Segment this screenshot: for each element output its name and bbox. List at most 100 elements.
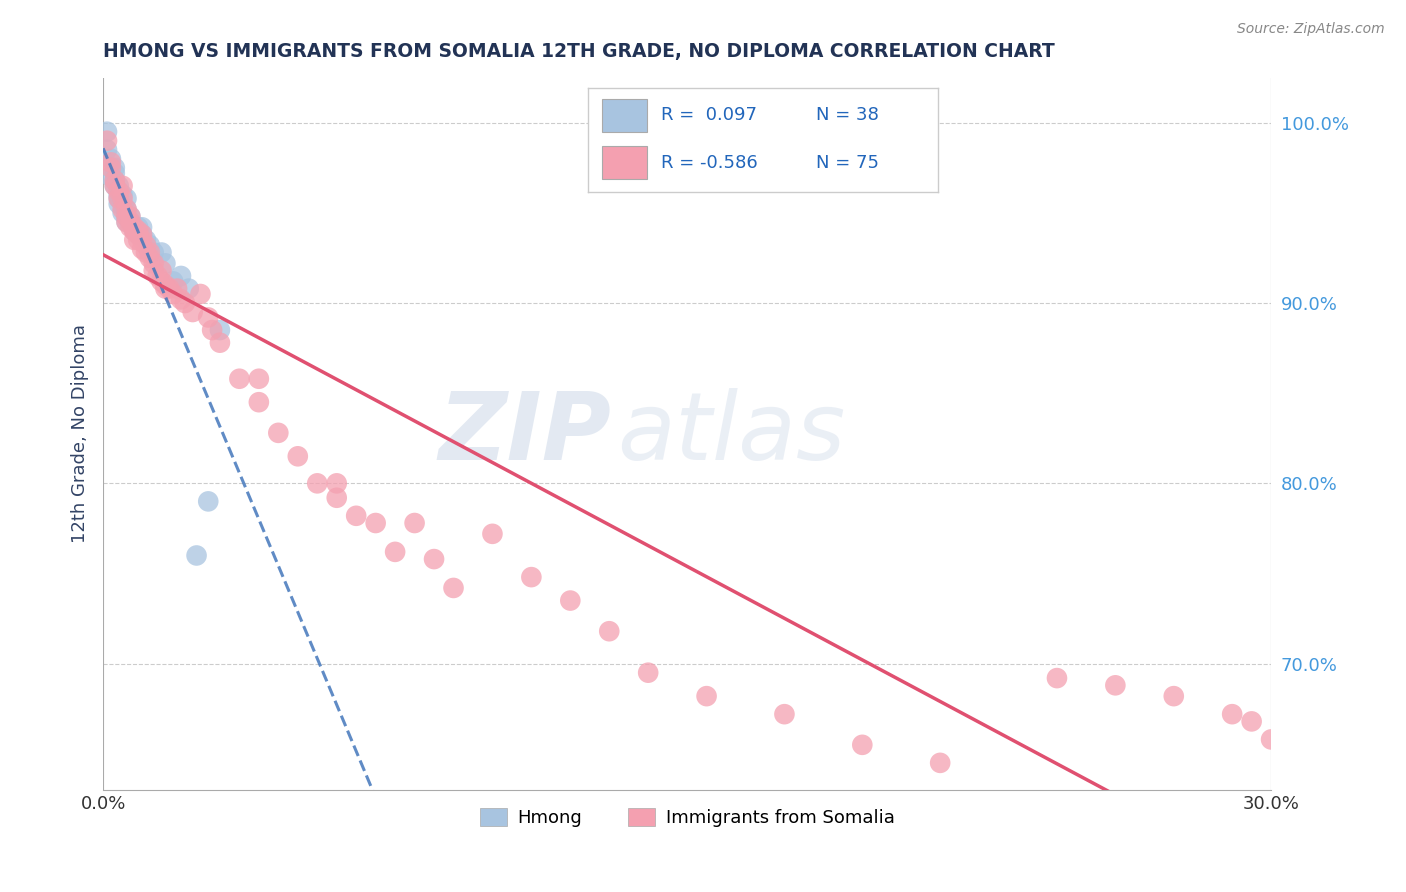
Point (100, 169, 122, 184)
Point (135, 238, 157, 252)
Point (162, 274, 184, 288)
Point (344, 508, 367, 523)
Point (155, 282, 177, 296)
Point (157, 282, 180, 296)
Point (111, 178, 134, 193)
Point (186, 549, 208, 563)
Point (115, 215, 138, 229)
Point (1240, 714, 1263, 729)
Point (404, 516, 426, 530)
Point (197, 494, 219, 508)
Point (307, 476, 329, 491)
Point (111, 197, 134, 211)
Point (520, 570, 543, 584)
Point (637, 665, 659, 680)
Point (384, 545, 406, 559)
Point (111, 206, 134, 220)
Point (104, 178, 127, 193)
Point (325, 491, 347, 505)
Text: HMONG VS IMMIGRANTS FROM SOMALIA 12TH GRADE, NO DIPLOMA CORRELATION CHART: HMONG VS IMMIGRANTS FROM SOMALIA 12TH GR… (103, 42, 1054, 61)
Point (115, 202, 138, 217)
Point (197, 310, 219, 325)
Point (155, 277, 177, 292)
Point (135, 245, 157, 260)
Text: atlas: atlas (617, 388, 845, 479)
Point (443, 581, 465, 595)
Point (120, 210, 142, 224)
Point (115, 210, 138, 224)
Point (131, 233, 153, 247)
Point (115, 202, 138, 217)
Point (560, 593, 582, 607)
Point (773, 707, 796, 722)
Point (208, 323, 231, 337)
Point (120, 215, 142, 229)
Point (124, 220, 146, 235)
Point (208, 335, 231, 350)
Point (1220, 707, 1243, 722)
Point (107, 178, 129, 193)
Point (124, 224, 146, 238)
Point (127, 224, 149, 238)
Point (166, 282, 188, 296)
Point (1046, 671, 1069, 685)
Point (142, 245, 165, 260)
Point (100, 155, 122, 169)
Point (170, 293, 193, 307)
Legend: Hmong, Immigrants from Somalia: Hmong, Immigrants from Somalia (472, 800, 901, 834)
Text: Source: ZipAtlas.com: Source: ZipAtlas.com (1237, 22, 1385, 37)
Point (287, 450, 309, 464)
Point (1104, 678, 1126, 692)
Point (104, 161, 127, 175)
Point (124, 233, 146, 247)
Point (146, 268, 169, 283)
Point (135, 233, 157, 247)
Point (120, 220, 142, 235)
Point (131, 242, 153, 256)
Point (124, 224, 146, 238)
Point (104, 178, 127, 193)
Text: ZIP: ZIP (439, 388, 612, 480)
Point (107, 184, 129, 198)
Point (120, 215, 142, 229)
Point (1163, 689, 1185, 703)
Point (190, 287, 212, 301)
Point (131, 220, 153, 235)
Point (267, 425, 290, 440)
Point (104, 173, 127, 187)
Point (131, 227, 153, 242)
Point (115, 191, 138, 205)
Point (929, 756, 952, 770)
Point (598, 624, 620, 639)
Point (96, 125, 118, 139)
Point (247, 395, 270, 409)
Point (142, 256, 165, 270)
Point (201, 323, 224, 337)
Point (247, 372, 270, 386)
Point (107, 191, 129, 205)
Point (150, 274, 173, 288)
Point (181, 305, 204, 319)
Y-axis label: 12th Grade, No Diploma: 12th Grade, No Diploma (72, 325, 89, 543)
Point (228, 372, 250, 386)
Point (111, 187, 134, 202)
Point (107, 197, 129, 211)
Point (139, 245, 162, 260)
Point (104, 166, 127, 180)
Point (100, 161, 122, 175)
Point (96, 143, 118, 157)
Point (139, 238, 162, 252)
Point (177, 282, 200, 296)
Point (120, 210, 142, 224)
Point (325, 476, 347, 491)
Point (111, 191, 134, 205)
Point (423, 552, 446, 566)
Point (150, 245, 173, 260)
Point (150, 263, 173, 277)
Point (127, 220, 149, 235)
Point (162, 287, 184, 301)
Point (127, 227, 149, 242)
Point (107, 184, 129, 198)
Point (481, 526, 503, 541)
Point (364, 516, 387, 530)
